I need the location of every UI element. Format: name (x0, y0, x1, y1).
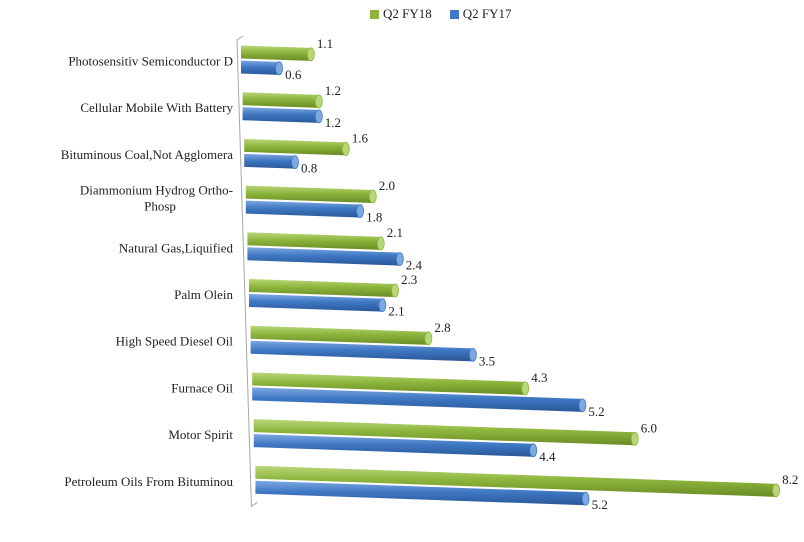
bar-q2-fy17-8[interactable] (253, 434, 534, 457)
legend-label-q2-fy17: Q2 FY17 (462, 6, 512, 21)
data-label-q2-fy18-7: 4.3 (531, 370, 547, 385)
data-label-q2-fy18-5: 2.3 (401, 272, 417, 287)
bar-cap-q2-fy18-6 (424, 331, 433, 346)
bar-q2-fy17-6[interactable] (250, 340, 473, 362)
bar-cap-q2-fy18-3 (368, 189, 377, 204)
bar-q2-fy17-0[interactable] (241, 60, 280, 75)
bar-cap-q2-fy17-1 (314, 109, 323, 124)
bar-q2-fy17-7[interactable] (252, 387, 583, 412)
legend-label-q2-fy18: Q2 FY18 (383, 6, 432, 21)
data-label-q2-fy18-0: 1.1 (317, 36, 333, 51)
category-label-9: Petroleum Oils From Bituminou (64, 474, 233, 489)
bar-cap-q2-fy17-9 (581, 491, 590, 506)
bar-cap-q2-fy18-7 (521, 381, 530, 396)
bar-cap-q2-fy17-3 (356, 204, 365, 218)
bar-q2-fy18-9[interactable] (255, 465, 777, 497)
data-label-q2-fy17-8: 4.4 (539, 449, 556, 464)
data-label-q2-fy17-9: 5.2 (592, 497, 608, 512)
bar-cap-q2-fy17-0 (275, 61, 284, 76)
category-label-6: High Speed Diesel Oil (116, 334, 234, 349)
data-label-q2-fy18-6: 2.8 (434, 320, 450, 335)
bar-q2-fy17-3[interactable] (245, 200, 361, 218)
bar-q2-fy18-0[interactable] (241, 45, 311, 61)
bar-cap-q2-fy18-4 (376, 236, 385, 251)
legend-item-q2-fy18[interactable]: Q2 FY18 (370, 6, 432, 22)
bar-cap-q2-fy18-5 (391, 283, 399, 298)
bar-q2-fy17-2[interactable] (244, 153, 295, 169)
category-label-1: Cellular Mobile With Battery (80, 100, 233, 115)
bar-q2-fy18-2[interactable] (244, 138, 346, 156)
bar-cap-q2-fy17-6 (468, 347, 477, 362)
category-label-5: Palm Olein (174, 287, 233, 302)
bar-q2-fy17-5[interactable] (249, 294, 383, 312)
data-label-q2-fy18-2: 1.6 (352, 130, 369, 145)
bar-cap-q2-fy17-7 (578, 398, 587, 413)
bar-q2-fy18-4[interactable] (247, 232, 381, 250)
data-label-q2-fy18-8: 6.0 (641, 420, 657, 435)
legend-swatch-q2-fy17 (449, 9, 459, 19)
category-label-2: Bituminous Coal,Not Agglomera (61, 147, 233, 162)
bar-q2-fy18-1[interactable] (242, 92, 319, 108)
data-label-q2-fy17-2: 0.8 (301, 161, 317, 176)
bar-q2-fy18-8[interactable] (253, 419, 635, 446)
data-label-q2-fy17-5: 2.1 (388, 304, 404, 319)
bar-cap-q2-fy18-1 (314, 94, 323, 109)
data-label-q2-fy18-1: 1.2 (325, 83, 341, 98)
data-label-q2-fy17-4: 2.4 (406, 258, 423, 273)
bar-cap-q2-fy17-4 (395, 252, 404, 266)
bar-q2-fy17-9[interactable] (255, 480, 586, 506)
data-label-q2-fy17-3: 1.8 (366, 210, 382, 225)
bar-cap-q2-fy17-2 (291, 155, 299, 170)
bar-cap-q2-fy18-8 (630, 431, 639, 446)
bar-cap-q2-fy18-0 (306, 47, 315, 62)
data-label-q2-fy18-9: 8.2 (782, 472, 798, 487)
category-label-8: Motor Spirit (168, 427, 233, 442)
category-label-4: Natural Gas,Liquified (119, 240, 234, 255)
bar-cap-q2-fy17-5 (378, 298, 387, 313)
bar-cap-q2-fy17-8 (529, 443, 538, 458)
category-label-7: Furnace Oil (171, 380, 233, 395)
category-label-3: Diammonium Hydrog Ortho-Phosp (80, 183, 233, 214)
bar-q2-fy17-1[interactable] (242, 107, 319, 123)
data-label-q2-fy18-4: 2.1 (387, 225, 403, 240)
bar-q2-fy18-3[interactable] (245, 185, 373, 203)
data-label-q2-fy17-0: 0.6 (285, 67, 302, 82)
bar-q2-fy18-7[interactable] (252, 372, 526, 395)
y-axis-line (236, 35, 258, 508)
data-label-q2-fy17-7: 5.2 (588, 404, 604, 419)
data-label-q2-fy17-6: 3.5 (479, 353, 495, 368)
bar-q2-fy18-5[interactable] (249, 279, 396, 298)
bar-q2-fy17-4[interactable] (247, 247, 400, 266)
legend-item-q2-fy17[interactable]: Q2 FY17 (449, 6, 512, 22)
data-label-q2-fy17-1: 1.2 (325, 115, 341, 130)
category-label-0: Photosensitiv Semiconductor D (68, 54, 233, 69)
bar-q2-fy18-6[interactable] (250, 325, 429, 345)
chart-legend: Q2 FY18 Q2 FY17 (370, 6, 512, 22)
bar-cap-q2-fy18-9 (772, 483, 780, 498)
legend-swatch-q2-fy18 (370, 9, 379, 19)
data-label-q2-fy18-3: 2.0 (379, 178, 395, 193)
bar-cap-q2-fy18-2 (341, 142, 350, 156)
